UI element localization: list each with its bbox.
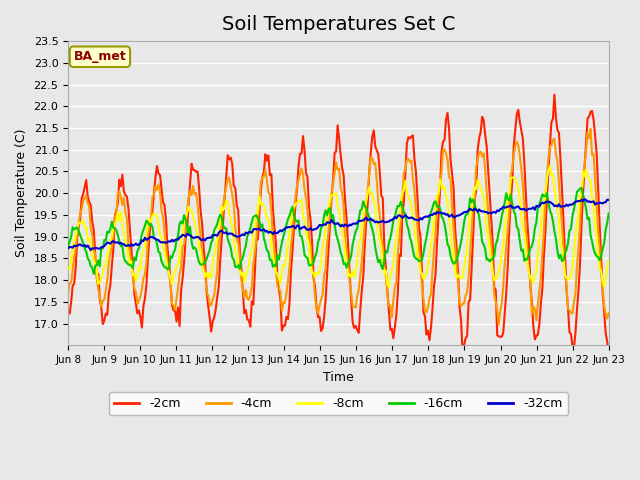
X-axis label: Time: Time: [323, 371, 354, 384]
Y-axis label: Soil Temperature (C): Soil Temperature (C): [15, 129, 28, 257]
Title: Soil Temperatures Set C: Soil Temperatures Set C: [221, 15, 455, 34]
Legend: -2cm, -4cm, -8cm, -16cm, -32cm: -2cm, -4cm, -8cm, -16cm, -32cm: [109, 392, 568, 415]
Text: BA_met: BA_met: [74, 50, 126, 63]
